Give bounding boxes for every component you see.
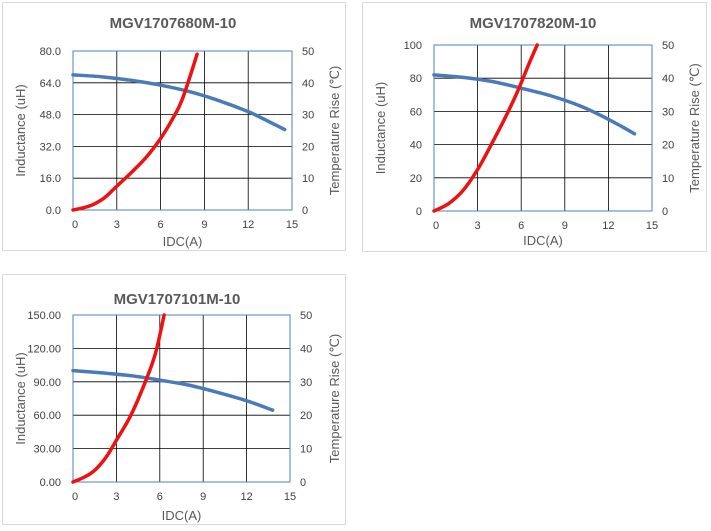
y-tick-label: 64.0 [40,78,61,90]
chart-title: MGV1707680M-10 [110,15,237,32]
x-tick-label: 0 [72,219,78,231]
y-tick-label: 40 [410,140,422,152]
x-tick-label: 6 [518,220,524,232]
y2-tick-label: 20 [302,141,314,153]
y2-tick-label: 20 [300,410,312,422]
series-line-temperature-rise [432,43,539,213]
y2-tick-label: 30 [300,377,312,389]
x-tick-label: 12 [602,220,614,232]
y2-tick-label: 0 [662,206,668,218]
y-tick-label: 48.0 [40,110,61,122]
chart-svg: MGV1707680M-10 0.0 16.0 32.0 48.0 64.0 80.0 0 10… [13,15,342,249]
y2-tick-label: 50 [300,310,312,322]
x-tick-label: 0 [72,491,78,503]
y2-tick-label: 20 [662,140,674,152]
plot-frame [72,50,293,211]
x-tick-label: 3 [113,491,119,503]
chart-svg: MGV1707820M-10 0 20 40 60 80 100 0 10 20 30 40 50 0 3 6… [373,15,702,248]
x-tick-label: 6 [158,219,164,231]
y-tick-label: 80 [410,73,422,85]
x-tick-label: 0 [433,220,439,232]
y-tick-label: 60.00 [33,410,61,422]
y-axis-label: Inductance (uH) [13,84,28,177]
x-tick-label: 9 [200,491,206,503]
y2-tick-label: 30 [662,106,674,118]
grid [73,51,292,210]
y2-tick-label: 40 [302,78,314,90]
y-tick-label: 100 [404,40,422,52]
y-tick-label: 0 [416,206,422,218]
chart-title: MGV1707101M-10 [114,291,241,308]
y-tick-label: 16.0 [40,173,61,185]
y2-tick-label: 30 [302,110,314,122]
y-tick-label: 0.0 [46,205,61,217]
y-tick-label: 80.0 [40,46,61,58]
y2-tick-label: 50 [662,40,674,52]
y-axis-label: Inductance (uH) [373,82,388,175]
y-tick-label: 150.00 [27,310,61,322]
y2-tick-label: 10 [662,173,674,185]
y2-tick-label: 50 [302,46,314,58]
y2-tick-label: 40 [300,343,312,355]
y2-axis-label: Temperature Rise (℃) [327,334,342,463]
series-line-inductance [71,73,287,132]
y2-tick-label: 40 [662,73,674,85]
x-axis-label: IDC(A) [523,233,563,248]
chart-panel-mgv1707101m: MGV1707101M-10 0.00 30.00 60.00 90.00 120.00 1… [2,274,346,525]
x-tick-label: 12 [242,219,254,231]
x-tick-label: 12 [240,491,252,503]
y2-axis-label: Temperature Rise (℃) [687,63,702,192]
y2-tick-label: 0 [302,205,308,217]
x-tick-label: 9 [562,220,568,232]
y-tick-label: 30.00 [33,444,61,456]
x-tick-label: 3 [114,219,120,231]
x-tick-label: 3 [475,220,481,232]
chart-panel-mgv1707820m: MGV1707820M-10 0 20 40 60 80 100 0 10 20 30 40 50 0 3 6… [362,2,707,252]
x-tick-label: 15 [646,220,658,232]
y-tick-label: 120.00 [27,343,61,355]
chart-title: MGV1707820M-10 [470,15,597,32]
y-tick-label: 0.00 [40,477,61,489]
series-line-temperature-rise [71,52,199,212]
y-axis-label: Inductance (uH) [13,352,28,445]
plot-frame [72,314,291,483]
y2-tick-label: 10 [300,444,312,456]
y-tick-label: 20 [410,173,422,185]
x-tick-label: 9 [201,219,207,231]
y-tick-label: 60 [410,106,422,118]
grid [73,315,290,482]
x-axis-label: IDC(A) [163,234,203,249]
y2-axis-label: Temperature Rise (℃) [327,66,342,195]
y2-tick-label: 0 [300,477,306,489]
plot-frame [433,44,653,212]
chart-svg: MGV1707101M-10 0.00 30.00 60.00 90.00 120.00 1… [13,291,342,523]
x-tick-label: 6 [157,491,163,503]
series-line-inductance [432,73,637,136]
chart-panel-mgv1707680m: MGV1707680M-10 0.0 16.0 32.0 48.0 64.0 80.0 0 10… [2,2,346,251]
x-axis-label: IDC(A) [162,508,202,523]
grid [434,45,652,211]
x-tick-label: 15 [286,219,298,231]
y-tick-label: 90.00 [33,377,61,389]
y2-tick-label: 10 [302,173,314,185]
series-line-inductance [71,368,275,412]
x-tick-label: 15 [284,491,296,503]
series-line-temperature-rise [71,313,166,484]
y-tick-label: 32.0 [40,141,61,153]
